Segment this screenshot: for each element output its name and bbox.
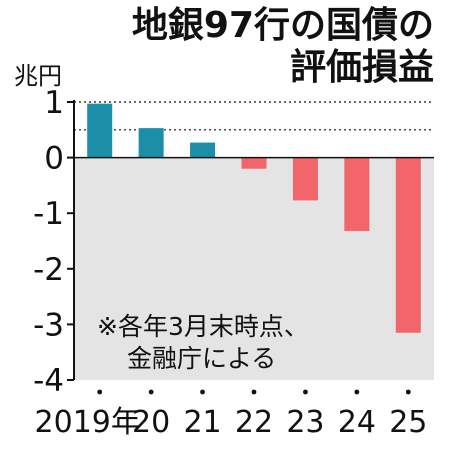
note-line-1: ※各年3月末時点、 bbox=[97, 312, 309, 341]
y-tick-label-3: -2 bbox=[33, 252, 64, 288]
bar-5 bbox=[344, 157, 370, 231]
x-tick-dot-4 bbox=[303, 389, 308, 395]
x-tick-dot-6 bbox=[405, 389, 411, 395]
y-axis-unit-label: 兆円 bbox=[14, 62, 62, 90]
y-tick-label-0: 1 bbox=[44, 85, 64, 121]
y-tick-label-4: -3 bbox=[33, 307, 64, 343]
x-tick-label-3: 22 bbox=[235, 405, 273, 440]
x-tick-dot-5 bbox=[354, 389, 360, 395]
x-tick-dot-2 bbox=[200, 389, 205, 395]
x-tick-label-1: 20 bbox=[132, 405, 170, 440]
x-tick-dot-0 bbox=[97, 389, 103, 395]
bar-4 bbox=[292, 157, 318, 201]
bar-1 bbox=[138, 128, 164, 158]
y-tick-label-1: 0 bbox=[44, 141, 64, 177]
negative-region-background bbox=[74, 157, 434, 380]
y-tick-label-5: -4 bbox=[33, 363, 64, 399]
note-line-2: 金融庁による bbox=[127, 344, 276, 373]
chart-title-line-2: 評価損益 bbox=[289, 47, 434, 88]
x-tick-label-5: 24 bbox=[338, 405, 376, 440]
x-tick-label-4: 23 bbox=[286, 405, 324, 440]
chart-title-line-1: 地銀97行の国債の bbox=[131, 5, 434, 46]
x-tick-label-6: 25 bbox=[389, 405, 427, 440]
x-tick-label-0: 2019年 bbox=[35, 405, 141, 440]
bar-0 bbox=[87, 103, 113, 158]
x-tick-dot-1 bbox=[148, 389, 154, 395]
bar-2 bbox=[190, 142, 216, 158]
bar-3 bbox=[241, 157, 267, 169]
bar-6 bbox=[395, 157, 421, 333]
x-tick-dot-3 bbox=[251, 389, 257, 395]
x-tick-label-2: 21 bbox=[183, 405, 221, 440]
y-tick-label-2: -1 bbox=[33, 196, 64, 232]
